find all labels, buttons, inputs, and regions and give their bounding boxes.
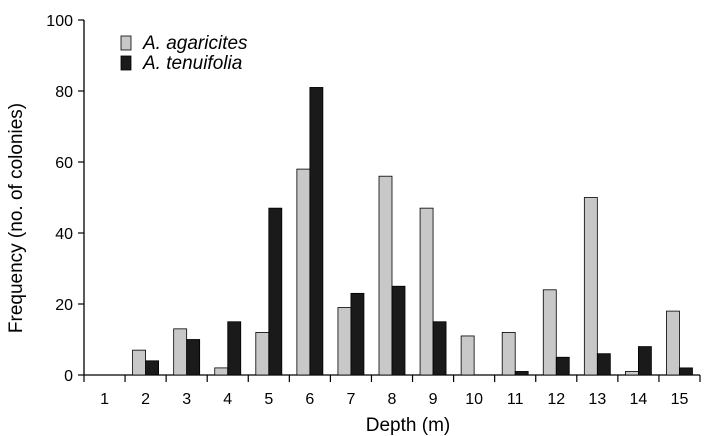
x-tick-label: 9 xyxy=(429,391,438,408)
bar-agaricites-8 xyxy=(378,175,393,376)
x-tick-label: 3 xyxy=(182,391,191,408)
x-tick-label: 13 xyxy=(588,391,606,408)
y-tick-label: 100 xyxy=(46,13,73,30)
y-tick-label: 80 xyxy=(55,84,73,101)
x-tick-label: 7 xyxy=(346,391,355,408)
x-tick-label: 15 xyxy=(671,391,689,408)
bar-tenuifolia-2 xyxy=(145,360,160,376)
bar-tenuifolia-3 xyxy=(186,339,201,376)
bar-agaricites-14 xyxy=(625,371,639,376)
bar-agaricites-6 xyxy=(296,168,311,376)
bar-tenuifolia-4 xyxy=(227,321,242,376)
bar-agaricites-13 xyxy=(583,197,598,376)
x-tick-label: 4 xyxy=(223,391,232,408)
bar-tenuifolia-5 xyxy=(268,207,283,376)
x-tick-label: 2 xyxy=(141,391,150,408)
bar-tenuifolia-15 xyxy=(679,367,693,376)
y-tick-label: 0 xyxy=(64,368,73,385)
legend-label: A. agaricites xyxy=(142,33,248,54)
y-tick-label: 40 xyxy=(55,226,73,243)
bar-agaricites-5 xyxy=(255,331,270,376)
legend-swatch xyxy=(120,55,132,71)
bar-agaricites-3 xyxy=(173,328,188,376)
x-tick-label: 10 xyxy=(465,391,483,408)
x-axis-title: Depth (m) xyxy=(366,415,450,436)
legend-label: A. tenuifolia xyxy=(142,53,242,74)
y-tick-label: 20 xyxy=(55,297,73,314)
bar-tenuifolia-9 xyxy=(432,321,447,376)
y-tick-label: 60 xyxy=(55,155,73,172)
bar-agaricites-7 xyxy=(337,307,352,376)
y-axis-title: Frequency (no. of colonies) xyxy=(6,103,27,333)
bar-agaricites-10 xyxy=(460,335,475,376)
bar-tenuifolia-11 xyxy=(514,371,529,376)
bar-agaricites-11 xyxy=(501,331,516,376)
x-tick-label: 12 xyxy=(547,391,565,408)
legend-swatch xyxy=(120,35,132,51)
bar-tenuifolia-8 xyxy=(391,285,406,376)
bar-agaricites-4 xyxy=(214,367,229,376)
x-tick-label: 8 xyxy=(388,391,397,408)
bar-tenuifolia-6 xyxy=(309,87,324,376)
bar-agaricites-12 xyxy=(542,289,557,376)
bar-agaricites-15 xyxy=(666,310,680,376)
x-tick-label: 5 xyxy=(264,391,273,408)
x-tick-label: 14 xyxy=(630,391,648,408)
x-tick-label: 1 xyxy=(100,391,109,408)
bar-tenuifolia-7 xyxy=(350,292,365,376)
bar-tenuifolia-13 xyxy=(596,353,611,376)
x-tick-label: 6 xyxy=(305,391,314,408)
x-tick-label: 11 xyxy=(507,391,524,408)
bar-agaricites-9 xyxy=(419,207,434,376)
bar-agaricites-2 xyxy=(132,349,147,376)
bar-tenuifolia-12 xyxy=(555,356,570,376)
bar-tenuifolia-14 xyxy=(638,346,652,376)
